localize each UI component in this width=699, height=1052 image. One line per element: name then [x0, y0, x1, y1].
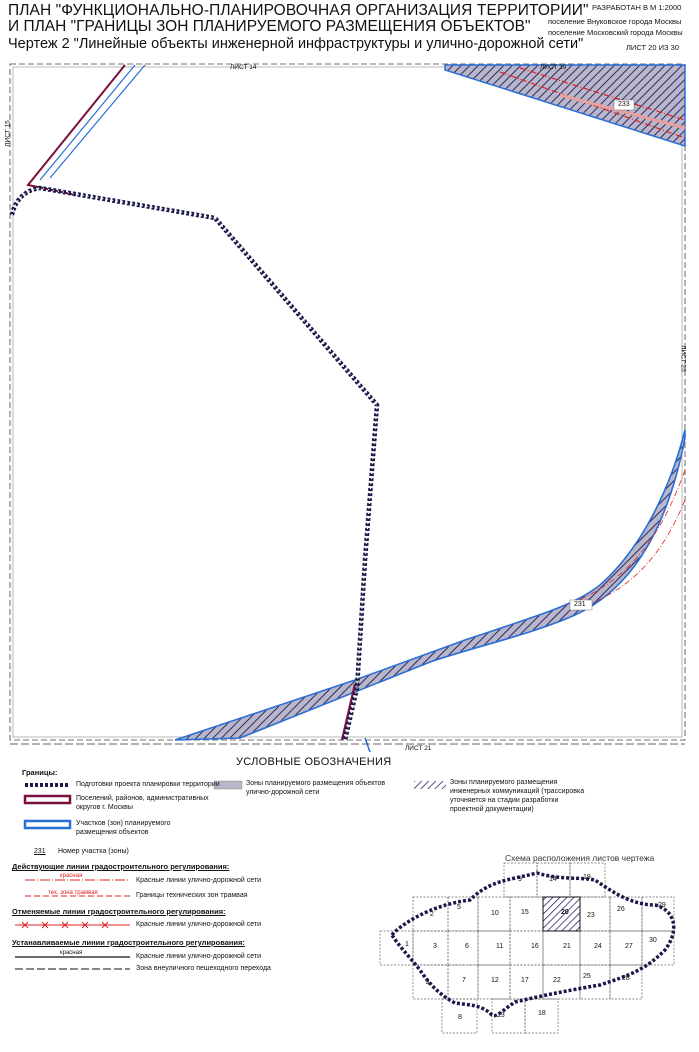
sheet-inner-frame	[12, 66, 683, 738]
legend-road-zone-1: Зоны планируемого размещения объектов	[246, 780, 386, 787]
scheme-cell-22: 22	[553, 977, 561, 984]
admin-border-top	[26, 64, 126, 196]
settlement-1: поселение Внуковское города Москвы	[548, 17, 682, 26]
title-line-1: ПЛАН "ФУНКЦИОНАЛЬНО-ПЛАНИРОВОЧНАЯ ОРГАНИ…	[8, 2, 589, 19]
legend-zone-number-sample: 231	[34, 848, 46, 855]
scheme-cell-18: 18	[538, 1010, 546, 1017]
title-line-3: Чертеж 2 "Линейные объекты инженерной ин…	[8, 36, 584, 52]
sheet-scheme	[379, 862, 675, 1034]
scheme-cell-6: 6	[465, 943, 469, 950]
zone-233	[444, 64, 686, 148]
legend-admin-1: Поселений, районов, административных	[76, 795, 209, 802]
legend-zone-1: Участков (зон) планируемого	[76, 820, 171, 827]
scheme-cell-4: 4	[426, 980, 430, 987]
scheme-cell-7: 7	[462, 977, 466, 984]
scheme-cell-29: 29	[658, 902, 666, 909]
settlement-2: поселение Московский города Москвы	[548, 28, 683, 37]
legend-existing-heading: Действующие линии градостроительного рег…	[12, 862, 230, 871]
header: ПЛАН "ФУНКЦИОНАЛЬНО-ПЛАНИРОВОЧНАЯ ОРГАНИ…	[8, 0, 698, 58]
legend-established-red: Красные линии улично-дорожной сети	[136, 953, 262, 960]
scheme-cell-23: 23	[587, 912, 595, 919]
legend-cancelled-red: Красные линии улично-дорожной сети	[136, 921, 262, 928]
scheme-cell-26: 26	[617, 906, 625, 913]
legend-plan-boundary: Подготовки проекта планировки территории	[76, 781, 220, 788]
current-sheet-highlight	[542, 896, 581, 932]
zone-231-label: 231	[574, 601, 586, 608]
admin-border-bottom	[340, 683, 357, 741]
scheme-cell-11: 11	[496, 943, 504, 950]
legend-road-zone-2: улично-дорожной сети	[246, 789, 320, 796]
scheme-cell-21: 21	[563, 943, 571, 950]
plan-boundary-path	[9, 185, 380, 741]
scale-note: РАЗРАБОТАН В М 1:2000	[592, 3, 682, 12]
legend-existing-tram: Границы технических зон трамвая	[136, 892, 248, 899]
sheet-label-top-left: ЛИСТ 14	[230, 64, 257, 71]
scheme-boundary	[389, 871, 676, 1018]
scheme-cell-27: 27	[625, 943, 633, 950]
sheet-label-right: ЛИСТ 25	[679, 345, 687, 372]
scheme-cell-24: 24	[594, 943, 602, 950]
legend-eng-zone-3: уточняется на стадии разработки	[450, 797, 559, 804]
scheme-cell-16: 16	[531, 943, 539, 950]
scheme-cell-2: 2	[430, 911, 434, 918]
legend-eng-zone-4: проектной документации)	[450, 806, 534, 813]
legend-admin-2: округов г. Москвы	[76, 804, 133, 811]
scheme-cell-28: 28	[622, 975, 630, 982]
scheme-cell-10: 10	[491, 910, 499, 917]
title-line-2: И ПЛАН "ГРАНИЦЫ ЗОН ПЛАНИРУЕМОГО РАЗМЕЩЕ…	[8, 18, 531, 35]
legend-title: УСЛОВНЫЕ ОБОЗНАЧЕНИЯ	[236, 756, 392, 768]
sheet-frame	[9, 63, 686, 741]
scheme-cell-5: 5	[457, 904, 461, 911]
legend-eng-zone-1: Зоны планируемого размещения	[450, 779, 558, 786]
legend-cancelled-heading: Отменяемые линии градостроительного регу…	[12, 907, 226, 916]
scheme-cell-1: 1	[405, 941, 409, 948]
legend-est-red-sample: красная	[60, 950, 83, 956]
zone-231	[174, 429, 686, 741]
sheet-label-left: ЛИСТ 15	[4, 120, 12, 147]
legend-eng-zone-2: инженерных коммуникаций (трассировка	[450, 788, 585, 795]
legend-boundaries-heading: Границы:	[22, 768, 58, 777]
scheme-cell-8: 8	[458, 1014, 462, 1021]
legend-existing-red: Красные линии улично-дорожной сети	[136, 877, 262, 884]
scheme-cell-20: 20	[561, 909, 569, 916]
scheme-cell-14: 14	[549, 876, 557, 883]
legend-zone-2: размещения объектов	[76, 829, 149, 836]
sheet-label-bottom: ЛИСТ 21	[405, 745, 432, 752]
legend-red-sample: красная	[60, 873, 83, 879]
legend-tram-sample: тех. зона трамвая	[48, 890, 98, 896]
sheet-number: ЛИСТ 20 ИЗ 30	[626, 43, 679, 52]
legend-zone-number: Номер участка (зоны)	[58, 848, 129, 855]
scheme-cell-3: 3	[433, 943, 437, 950]
scheme-cell-9: 9	[518, 876, 522, 883]
scheme-cell-30: 30	[649, 937, 657, 944]
legend-established-heading: Устанавливаемые линии градостроительного…	[12, 938, 245, 947]
zone-233-label: 233	[618, 101, 630, 108]
scheme-title: Схема расположения листов чертежа	[505, 853, 655, 863]
sheet-label-top-right: ЛИСТ 19	[540, 64, 567, 71]
scheme-cell-25: 25	[583, 973, 591, 980]
scheme-cell-17: 17	[521, 977, 529, 984]
scheme-cell-12: 12	[491, 977, 499, 984]
scheme-cell-15: 15	[521, 909, 529, 916]
scheme-cell-13: 13	[497, 1012, 505, 1019]
scheme-cell-19: 19	[583, 874, 591, 881]
legend-established-crossing: Зона внеуличного пешеходного перехода	[136, 965, 271, 972]
